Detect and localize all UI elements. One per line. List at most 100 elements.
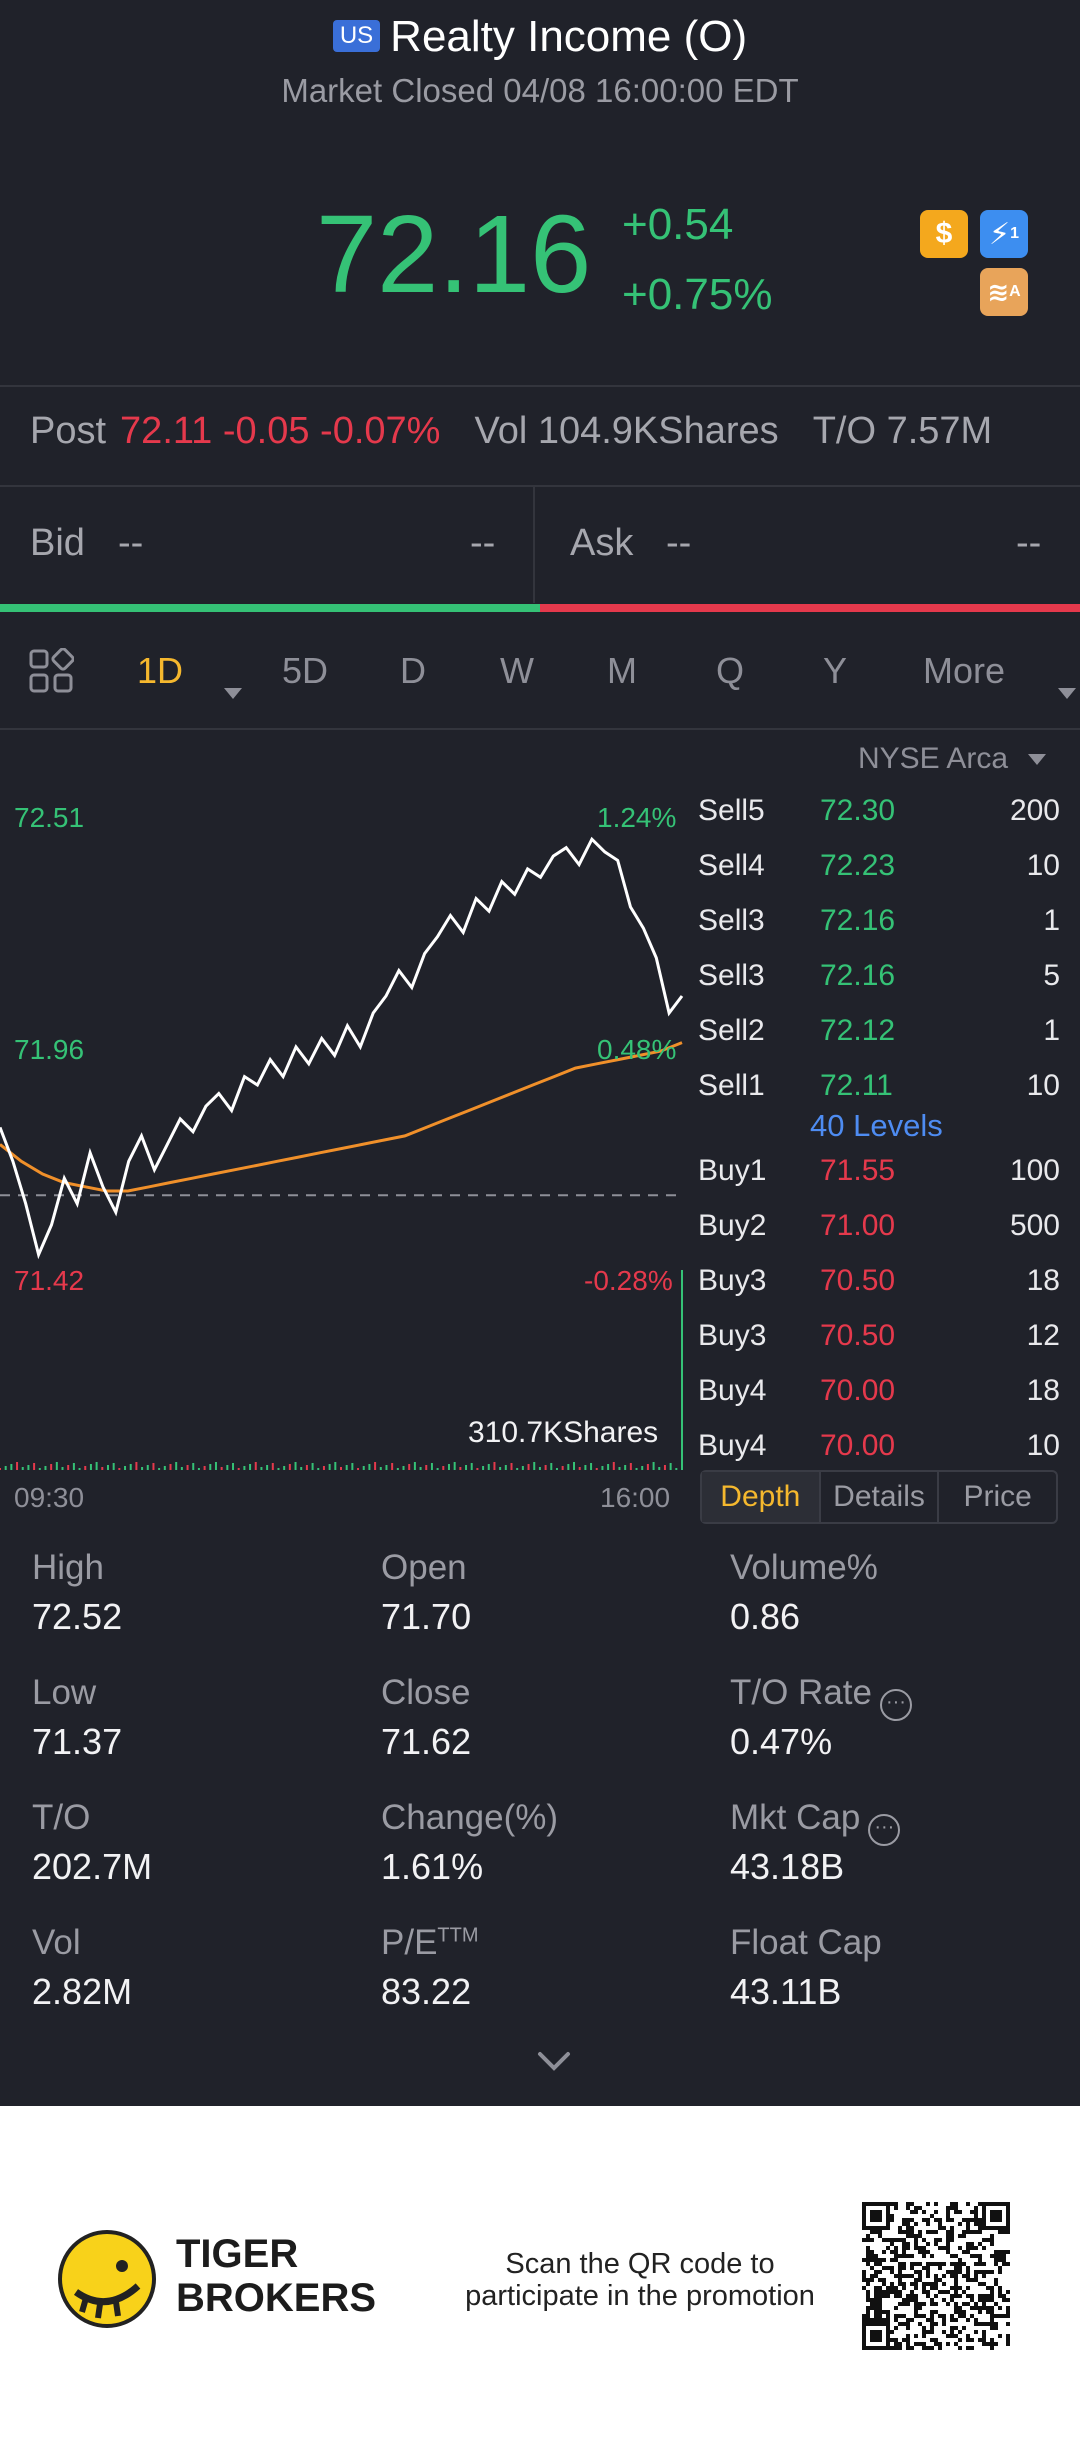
qr-code[interactable] <box>862 2202 1010 2350</box>
sell-row[interactable]: Sell5 72.30 200 <box>698 794 1060 849</box>
buy-row[interactable]: Buy4 70.00 10 <box>698 1429 1060 1484</box>
chevron-down-icon <box>1028 754 1047 765</box>
stat-value: 71.37 <box>32 1721 123 1762</box>
average-price-line <box>0 1041 683 1193</box>
level-qty: 200 <box>1009 794 1060 827</box>
tab-more[interactable]: More <box>923 650 1006 691</box>
tab-1d[interactable]: 1D <box>137 650 184 691</box>
level-qty: 10 <box>1026 1069 1060 1102</box>
sell-row[interactable]: Sell2 72.12 1 <box>698 1014 1060 1069</box>
sell-row[interactable]: Sell3 72.16 1 <box>698 904 1060 959</box>
stat-label: Volume% <box>730 1548 878 1587</box>
stat-value: 43.11B <box>730 1971 842 2012</box>
levels-link[interactable]: 40 Levels <box>810 1108 943 1143</box>
post-value: 72.11 -0.05 -0.07% <box>120 410 441 452</box>
segment-price[interactable]: Price <box>963 1480 1032 1513</box>
sell-row[interactable]: Sell4 72.23 10 <box>698 849 1060 904</box>
tab-d[interactable]: D <box>400 650 426 691</box>
divider <box>0 728 1080 730</box>
orderbook-segment: Depth Details Price <box>700 1470 1058 1524</box>
intraday-chart[interactable] <box>0 780 690 1480</box>
price-line <box>0 836 684 1260</box>
stat-value: 43.18B <box>730 1846 845 1887</box>
stat-label: Vol <box>32 1923 81 1962</box>
stat-value: 1.61% <box>381 1846 484 1887</box>
stat-value: 71.70 <box>381 1596 472 1637</box>
segment-depth[interactable]: Depth <box>702 1472 821 1522</box>
divider <box>533 485 535 603</box>
tab-y[interactable]: Y <box>823 650 848 691</box>
level-price: 72.16 <box>820 959 896 992</box>
sell-row[interactable]: Sell1 72.11 10 <box>698 1069 1060 1124</box>
price-change-pct: +0.75% <box>622 270 773 319</box>
axis-mid-label: 71.96 <box>14 1034 85 1065</box>
brand-name: TIGER BROKERS <box>176 2232 377 2320</box>
post-market-row: Post 72.11 -0.05 -0.07% Vol 104.9KShares T/… <box>30 410 992 453</box>
volume-label: 310.7KShares <box>468 1416 659 1449</box>
level-qty: 18 <box>1026 1374 1060 1407</box>
pct-high-label: 1.24% <box>597 802 677 833</box>
tab-w[interactable]: W <box>500 650 534 691</box>
level-qty: 10 <box>1026 849 1060 882</box>
period-tabs: 1D 5D D W M Q Y More <box>0 640 1080 710</box>
level-qty: 10 <box>1026 1429 1060 1462</box>
level-name: Buy4 <box>698 1374 767 1407</box>
level-name: Buy1 <box>698 1154 767 1187</box>
buy-row[interactable]: Buy2 71.00 500 <box>698 1209 1060 1264</box>
level-qty: 5 <box>1043 959 1060 992</box>
buy-row[interactable]: Buy3 70.50 18 <box>698 1264 1060 1319</box>
sell-row[interactable]: Sell3 72.16 5 <box>698 959 1060 1014</box>
level-name: Buy2 <box>698 1209 767 1242</box>
ask-price: -- <box>666 522 692 564</box>
bolt-level1-icon[interactable]: ⚡ 1 <box>980 210 1028 258</box>
segment-details[interactable]: Details <box>821 1472 940 1522</box>
pct-low-label: -0.28% <box>584 1265 673 1296</box>
chevron-down-icon[interactable] <box>224 666 242 708</box>
level-qty: 18 <box>1026 1264 1060 1297</box>
level-qty: 1 <box>1043 1014 1060 1047</box>
tab-m[interactable]: M <box>607 650 637 691</box>
stat-label: T/O <box>32 1798 91 1837</box>
level-qty: 12 <box>1026 1319 1060 1352</box>
buy-row[interactable]: Buy1 71.55 100 <box>698 1154 1060 1209</box>
level-name: Sell3 <box>698 959 765 992</box>
tab-5d[interactable]: 5D <box>282 650 329 691</box>
level-price: 72.16 <box>820 904 896 937</box>
level-price: 71.55 <box>820 1154 896 1187</box>
layout-grid-icon[interactable] <box>28 648 74 694</box>
chevron-down-icon[interactable] <box>534 2048 574 2074</box>
buy-row[interactable]: Buy4 70.00 18 <box>698 1374 1060 1429</box>
promo-text: Scan the QR code to participate in the p… <box>465 2248 815 2312</box>
level-name: Sell4 <box>698 849 765 882</box>
tiger-logo-icon <box>58 2230 156 2328</box>
level-name: Sell3 <box>698 904 765 937</box>
level-name: Buy3 <box>698 1319 767 1352</box>
divider <box>0 385 1080 387</box>
dollar-icon[interactable]: $ <box>920 210 968 258</box>
post-label: Post <box>30 410 107 452</box>
last-price: 72.16 <box>316 193 592 316</box>
chevron-down-icon[interactable] <box>1058 666 1076 708</box>
stack-a-icon[interactable]: ≋ A <box>980 268 1028 316</box>
level-price: 72.12 <box>820 1014 896 1047</box>
stat-value: 202.7M <box>32 1846 153 1887</box>
x-end-label: 16:00 <box>600 1482 671 1513</box>
stat-value: 72.52 <box>32 1596 123 1637</box>
tab-q[interactable]: Q <box>716 650 745 691</box>
market-status: Market Closed 04/08 16:00:00 EDT <box>281 72 799 109</box>
level-name: Sell5 <box>698 794 765 827</box>
stat-label[interactable]: Mkt Cap ··· <box>730 1798 901 1846</box>
level-price: 72.23 <box>820 849 896 882</box>
info-icon[interactable]: ··· <box>868 1814 901 1846</box>
level-price: 70.50 <box>820 1264 896 1297</box>
exchange-selector[interactable]: NYSE Arca <box>858 742 1047 776</box>
stat-label[interactable]: T/O Rate ··· <box>730 1673 912 1721</box>
stat-value: 0.86 <box>730 1596 801 1637</box>
buy-row[interactable]: Buy3 70.50 12 <box>698 1319 1060 1374</box>
bid-strength-bar <box>0 604 540 612</box>
level-qty: 500 <box>1009 1209 1060 1242</box>
info-icon[interactable]: ··· <box>879 1689 912 1721</box>
axis-high-label: 72.51 <box>14 802 85 833</box>
level-qty: 1 <box>1043 904 1060 937</box>
stat-sup: TTM <box>437 1924 479 1947</box>
